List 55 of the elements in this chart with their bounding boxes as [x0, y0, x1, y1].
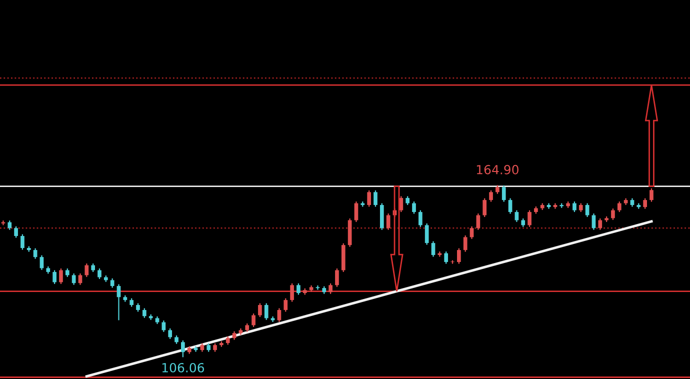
candlestick [528, 210, 532, 228]
candlestick [592, 212, 596, 230]
candlestick [252, 312, 256, 328]
candlestick [643, 198, 647, 210]
candlestick [52, 270, 56, 285]
annotation: 106.06 [162, 362, 204, 372]
candlestick [354, 200, 358, 223]
candlestick [418, 210, 422, 228]
candlestick [502, 184, 506, 202]
candlestick [374, 190, 378, 208]
candlestick [168, 328, 172, 340]
candlestick [572, 200, 576, 213]
candlestick [14, 226, 18, 238]
candlestick [335, 268, 339, 288]
candlestick [598, 218, 602, 230]
candlestick [482, 198, 487, 218]
candlestick [98, 268, 102, 280]
candlestick [316, 284, 320, 290]
candlestick [457, 248, 461, 264]
candlestick [84, 262, 89, 278]
candlestick [508, 198, 512, 214]
candlestick [142, 308, 146, 318]
candlestick [8, 220, 12, 230]
candlestick [386, 212, 390, 230]
candlestick [181, 340, 185, 358]
candlestick [424, 222, 429, 246]
candlestick [470, 226, 474, 240]
candlestick [78, 272, 82, 286]
candlestick [476, 212, 480, 230]
candlestick [116, 284, 121, 321]
annotation: 164.90 [476, 164, 518, 174]
candlestick [33, 248, 38, 260]
candlestick [284, 298, 288, 312]
candlestick [72, 272, 76, 286]
candlestick [399, 196, 404, 213]
candlestick [431, 240, 436, 258]
candlestick [110, 278, 114, 288]
candlestick [444, 250, 448, 264]
candlestick [617, 200, 622, 213]
candlestick [367, 190, 371, 208]
candlestick [489, 190, 493, 202]
candlestick [290, 282, 294, 302]
candlestick [412, 200, 416, 214]
candlestick [380, 202, 384, 230]
candlestick [650, 188, 654, 202]
candlestick [611, 208, 615, 220]
candlestick [20, 234, 24, 250]
candlestick [463, 234, 468, 252]
candlestick [59, 268, 63, 285]
candlestick [264, 302, 268, 320]
candlestick [258, 302, 262, 318]
candlestick [40, 254, 44, 270]
candlestick [328, 282, 332, 294]
candlestick [162, 320, 166, 332]
candlestick [296, 282, 300, 296]
